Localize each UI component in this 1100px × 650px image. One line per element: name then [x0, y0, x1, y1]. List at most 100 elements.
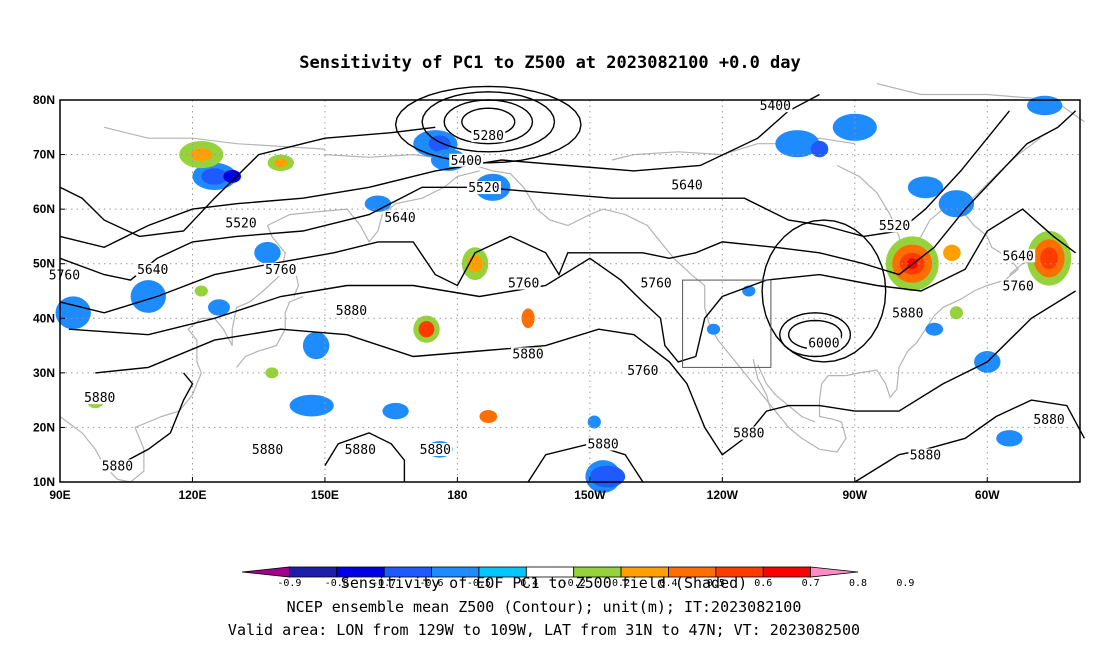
- map-panel: 5280 5400 5520 5400 5640 5520 5520 5640 5640 5760…: [33, 83, 1086, 502]
- contour-label: 5880: [420, 443, 451, 458]
- contour-line: [421, 91, 556, 153]
- x-tick-label: 60W: [975, 488, 1000, 502]
- sensitivity-patch: [925, 322, 944, 336]
- contour-label-bg: [731, 426, 766, 440]
- sensitivity-patch: [589, 465, 626, 488]
- colorbar-label: -0.2: [562, 578, 586, 589]
- contour-label-bg: [383, 211, 417, 225]
- sensitivity-patch: [479, 410, 498, 423]
- x-tick-label: 90E: [49, 488, 70, 502]
- contour-label: 5640: [137, 263, 168, 278]
- contour-line: [68, 208, 1077, 363]
- contour-label: 5880: [587, 438, 618, 453]
- contour-label: 5880: [252, 443, 283, 458]
- y-tick-label: 40N: [33, 311, 55, 325]
- sensitivity-patch: [832, 113, 877, 141]
- sensitivity-patch: [1040, 247, 1058, 270]
- sensitivity-patch: [775, 130, 820, 158]
- contour-label-bg: [625, 363, 660, 377]
- contour-label-bg: [100, 459, 135, 473]
- contour-label: 5880: [892, 307, 923, 322]
- contour-label-bg: [82, 391, 117, 405]
- valid-area-box: [682, 279, 772, 368]
- x-tick-label: 180: [447, 488, 467, 502]
- sensitivity-patch: [55, 296, 91, 330]
- contour-label-bg: [586, 437, 621, 451]
- sensitivity-patch: [1027, 95, 1063, 116]
- contour-label: 5880: [512, 347, 543, 362]
- coastline: [876, 83, 1085, 123]
- sensitivity-patch: [364, 195, 392, 212]
- colorbar-label: -0.7: [372, 578, 396, 589]
- contour-line: [117, 372, 194, 467]
- sensitivity-patch: [223, 169, 241, 183]
- contour-label-bg: [449, 153, 484, 167]
- coastline: [752, 359, 772, 412]
- y-tick-label: 80N: [33, 93, 55, 107]
- contour-label-bg: [670, 178, 705, 192]
- contour-label-bg: [343, 442, 378, 456]
- sensitivity-patch: [254, 241, 281, 264]
- contour-line: [324, 432, 406, 482]
- y-tick-label: 30N: [33, 366, 55, 380]
- contour-line: [59, 93, 820, 249]
- x-tick-label: 90W: [842, 488, 867, 502]
- sensitivity-patch: [938, 190, 975, 218]
- y-tick-label: 10N: [33, 475, 55, 489]
- sensitivity-patch: [302, 332, 330, 360]
- colorbar-label: 0.5: [707, 578, 725, 589]
- contour-label-bg: [135, 262, 170, 276]
- y-axis-ticks: 10N 20N 30N 40N 50N 60N 70N 80N: [33, 93, 65, 489]
- coastline: [236, 295, 304, 368]
- sensitivity-patch: [587, 415, 601, 429]
- sensitivity-patch: [190, 148, 213, 162]
- contour-label: 5880: [1033, 413, 1064, 428]
- contour-label-bg: [758, 99, 793, 113]
- contour-label: 5760: [49, 268, 80, 283]
- colorbar-label: -0.4: [514, 578, 538, 589]
- colorbar-label: 0.9: [896, 578, 914, 589]
- sensitivity-patch: [194, 285, 208, 297]
- contour-label-bg: [506, 276, 541, 290]
- contour-label-bg: [639, 276, 674, 290]
- colorbar-label: 0.4: [659, 578, 677, 589]
- contour-label-bg: [250, 442, 285, 456]
- colorbar-label: 0.2: [612, 578, 630, 589]
- contour-label: 5400: [451, 154, 482, 169]
- colorbar-swatch: [288, 566, 338, 578]
- contour-label: 5640: [384, 211, 415, 226]
- contour-line: [95, 290, 1076, 456]
- contour-label-bg: [806, 336, 841, 350]
- contour-label-bg: [877, 219, 912, 233]
- contour-label: 5280: [473, 129, 504, 144]
- colorbar-label: 0.6: [754, 578, 772, 589]
- colorbar-label: -0.9: [277, 578, 301, 589]
- x-tick-label: 120E: [178, 488, 206, 502]
- contour-line: [443, 99, 534, 145]
- contour-label-bg: [263, 262, 298, 276]
- sensitivity-patch: [265, 367, 279, 379]
- contour-label-bg: [1001, 249, 1036, 263]
- contour-label: 5760: [265, 263, 296, 278]
- contour-label-bg: [471, 129, 506, 143]
- contour-label: 5760: [627, 364, 658, 379]
- sensitivity-patch: [382, 402, 409, 420]
- contour-label: 5880: [84, 391, 115, 406]
- contour-label-bg: [908, 448, 943, 462]
- contour-label: 5640: [1003, 249, 1034, 264]
- sensitivity-patch: [208, 299, 230, 316]
- contour-line: [854, 399, 1086, 483]
- contour-label-bg: [1032, 412, 1067, 426]
- x-tick-label: 150W: [574, 488, 606, 502]
- plot-background: [60, 100, 1080, 482]
- x-tick-label: 150E: [311, 488, 339, 502]
- sensitivity-patch: [201, 168, 228, 185]
- sensitivity-patch: [130, 280, 166, 313]
- sensitivity-patch: [274, 158, 288, 168]
- coastline: [324, 153, 1020, 453]
- contour-label-bg: [47, 268, 82, 282]
- colorbar: -0.9 -0.8 -0.7 -0.6 -0.5 -0.4 -0.2 0.2 0.4 0.5 0.6…: [241, 566, 914, 589]
- contour-labels: 5280 5400 5520 5400 5640 5520 5520 5640 5640 5760…: [47, 99, 1067, 474]
- sensitivity-patch: [418, 321, 435, 338]
